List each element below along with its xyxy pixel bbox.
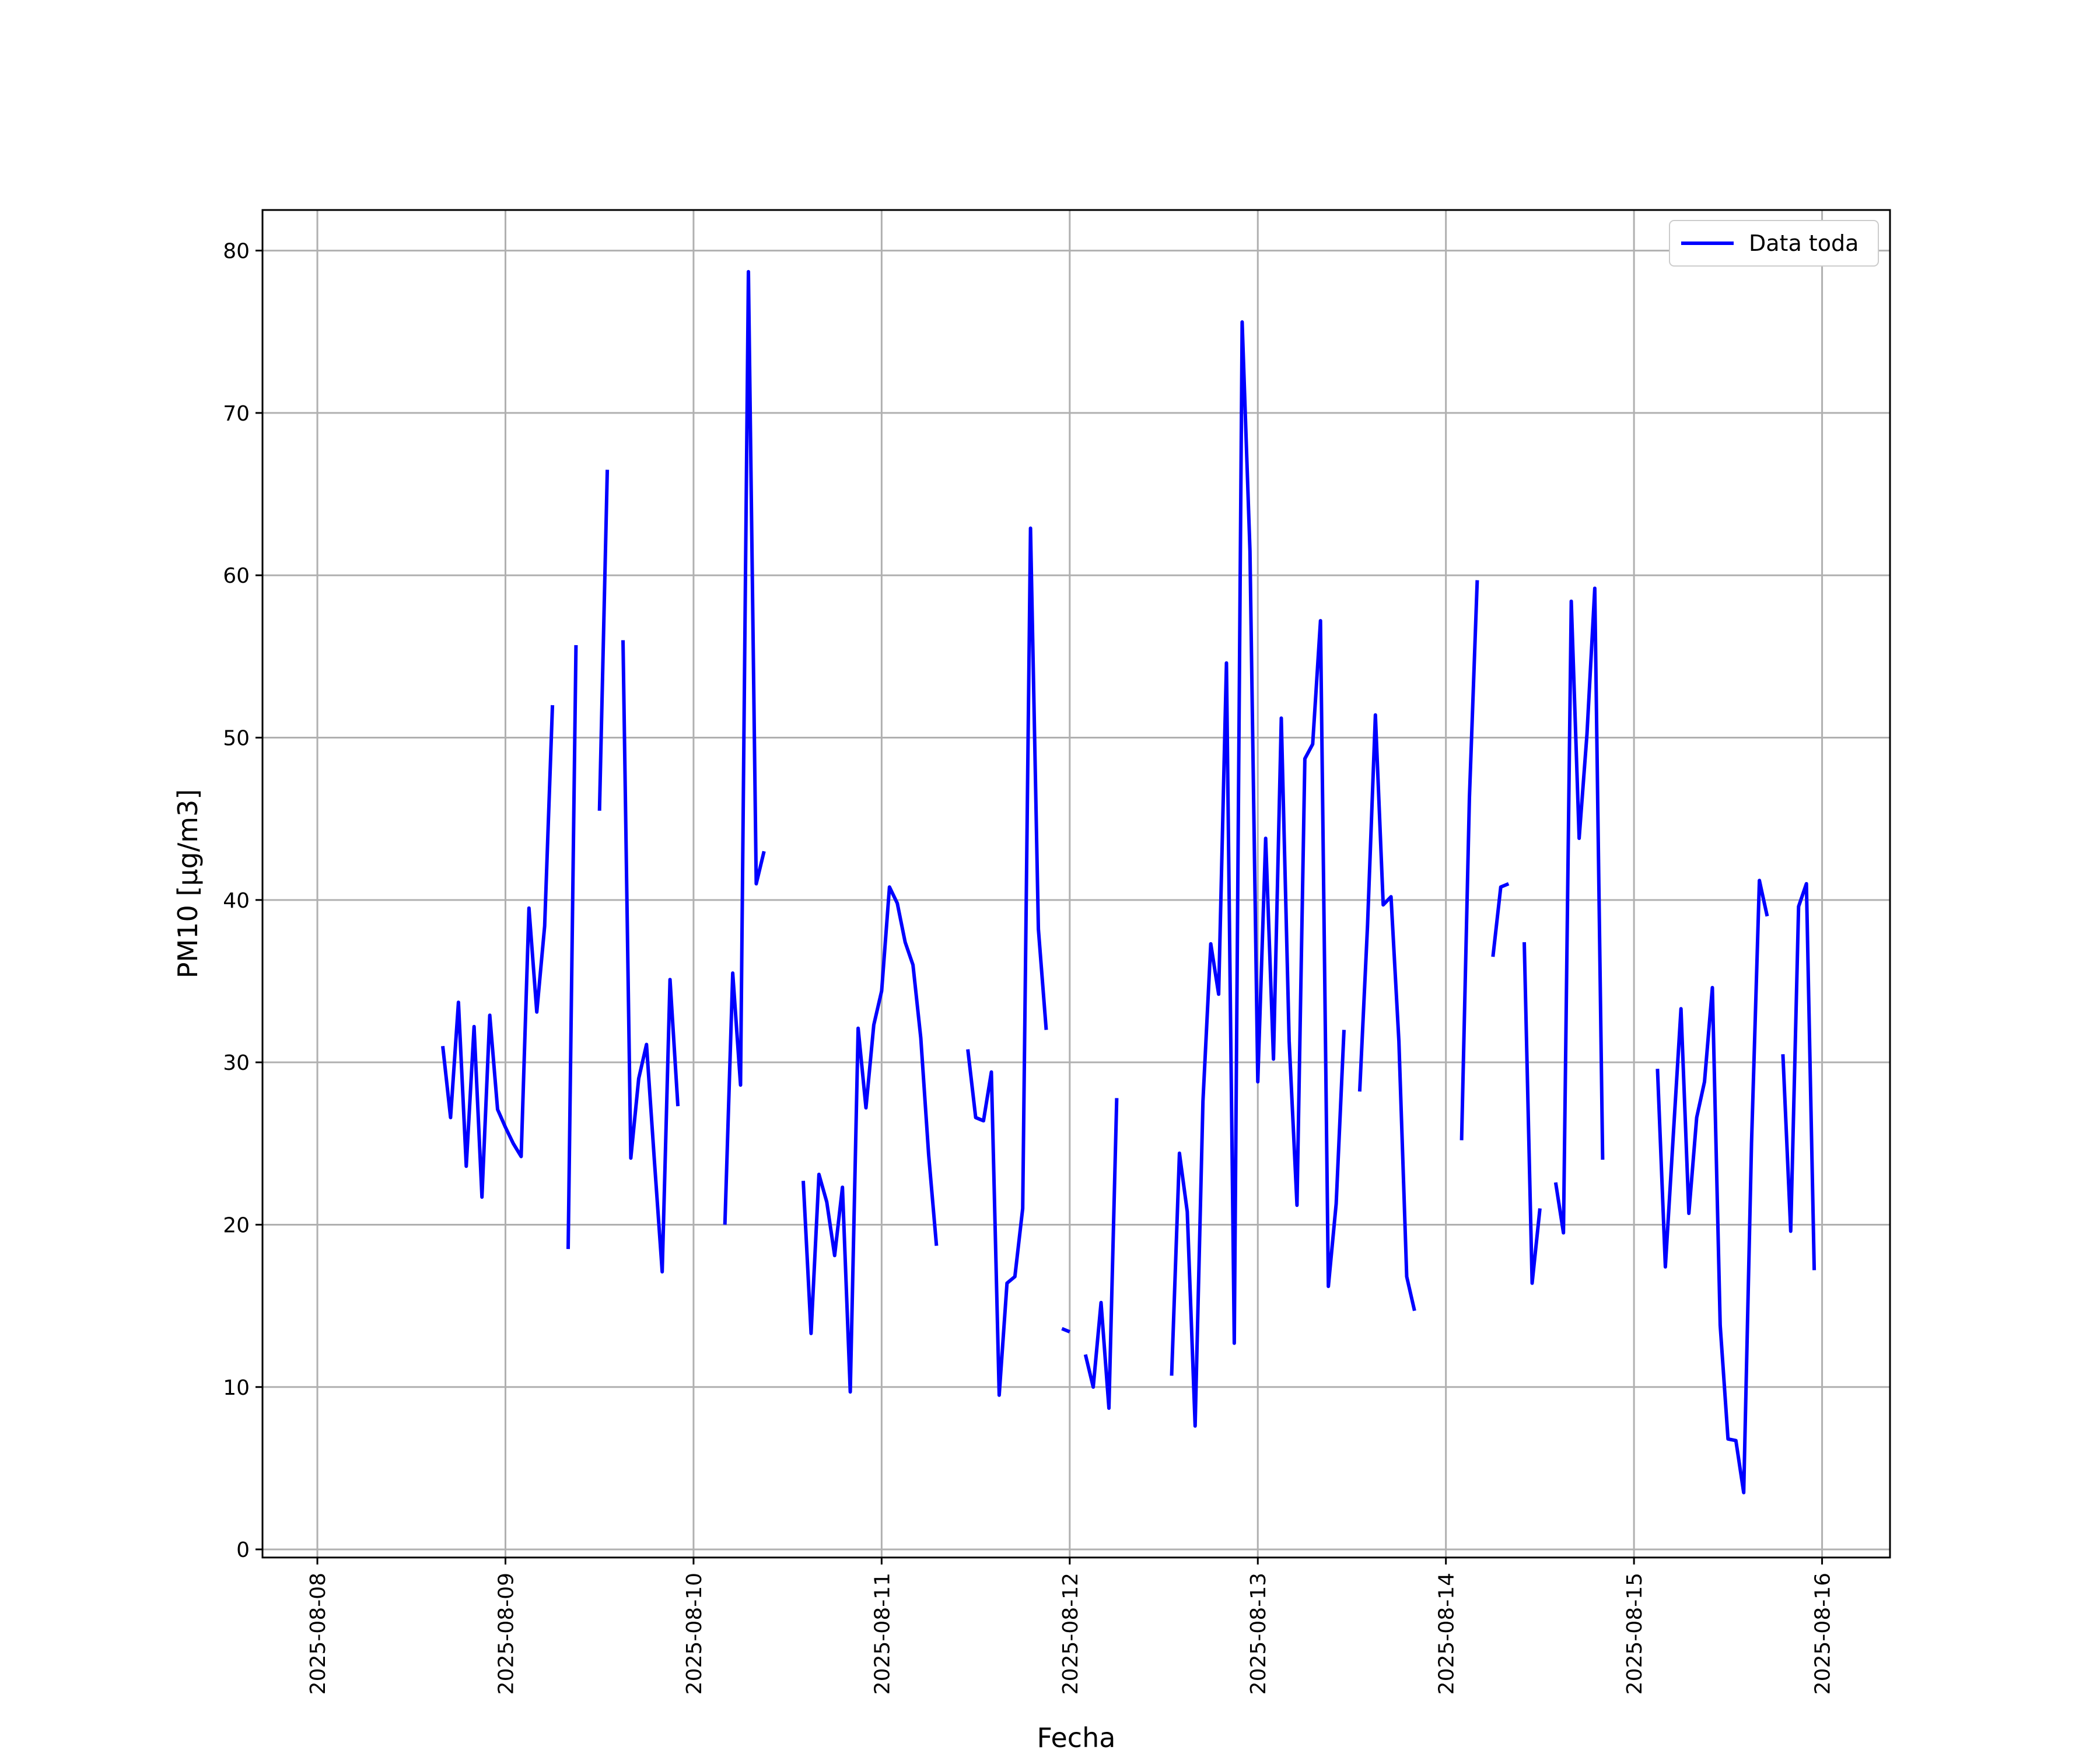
- series-line-segment-1: [441, 705, 555, 1199]
- x-tick-label-2025-08-14: 2025-08-14: [1435, 1573, 1459, 1695]
- series-line-segment-7: [966, 526, 1048, 1397]
- series-line-segment-8: [1061, 1326, 1070, 1334]
- plot-area: [262, 210, 1890, 1558]
- series-line-segment-5: [723, 270, 766, 1225]
- series-line-segment-6: [802, 885, 939, 1394]
- x-tick-label-2025-08-09: 2025-08-09: [494, 1573, 518, 1695]
- series-line-segment-3: [597, 470, 610, 811]
- legend-box: [1669, 220, 1879, 267]
- x-tick-label-2025-08-10: 2025-08-10: [682, 1573, 706, 1695]
- series-line-segment-16: [1656, 878, 1769, 1494]
- y-tick-label-80: 80: [223, 240, 250, 264]
- x-tick-label-2025-08-13: 2025-08-13: [1247, 1573, 1270, 1695]
- series-line-segment-14: [1522, 942, 1542, 1285]
- x-tick-label-2025-08-16: 2025-08-16: [1811, 1573, 1835, 1695]
- legend: Data toda: [1669, 220, 1879, 267]
- plot-frame: [261, 209, 1891, 1559]
- y-tick-label-50: 50: [223, 727, 250, 751]
- y-tick-label-30: 30: [223, 1051, 250, 1075]
- x-axis-title: Fecha: [1037, 1722, 1116, 1750]
- y-tick-label-10: 10: [223, 1376, 250, 1400]
- x-tick-label-2025-08-08: 2025-08-08: [306, 1573, 330, 1695]
- y-tick-label-40: 40: [223, 889, 250, 913]
- series-line-segment-2: [566, 645, 578, 1250]
- y-tick-label-0: 0: [236, 1538, 250, 1562]
- series-line-segment-4: [621, 640, 680, 1274]
- series-line-segment-9: [1083, 1098, 1119, 1410]
- series-line-segment-10: [1170, 320, 1346, 1428]
- grid: [262, 210, 1890, 1558]
- x-tick-label-2025-08-15: 2025-08-15: [1623, 1573, 1647, 1695]
- series-line-segment-17: [1781, 882, 1817, 1270]
- series-line-segment-13: [1491, 882, 1510, 957]
- x-tick-label-2025-08-12: 2025-08-12: [1059, 1573, 1083, 1695]
- series-data-toda: [441, 270, 1817, 1494]
- y-tick-label-20: 20: [223, 1213, 250, 1237]
- series-line-segment-15: [1553, 586, 1605, 1235]
- y-tick-label-60: 60: [223, 564, 250, 588]
- series-line-segment-11: [1357, 713, 1416, 1311]
- series-line-segment-12: [1460, 580, 1479, 1140]
- y-tick-label-70: 70: [223, 402, 250, 426]
- axis-ticks: 0 10 20 30 40 50 60 70 80 2025-08-08 2025-08-09 202…: [223, 240, 1835, 1695]
- y-axis-title: PM10 [μg/m3]: [172, 789, 204, 979]
- x-tick-label-2025-08-11: 2025-08-11: [870, 1573, 894, 1695]
- legend-label: Data toda: [1749, 230, 1859, 256]
